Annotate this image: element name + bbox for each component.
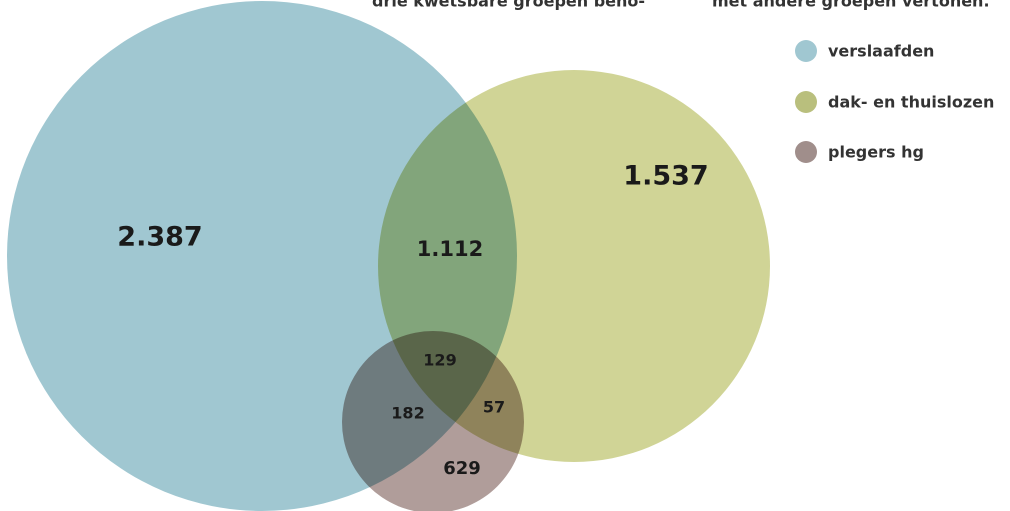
region-label: 1.537 bbox=[623, 161, 708, 192]
region-label: 629 bbox=[443, 458, 481, 479]
legend-label: dak- en thuislozen bbox=[828, 93, 994, 112]
region-label: 129 bbox=[423, 351, 456, 370]
legend-swatch bbox=[795, 141, 817, 163]
header-text: drie kwetsbare groepen beho- bbox=[372, 0, 645, 11]
legend-swatch bbox=[795, 40, 817, 62]
legend-swatch bbox=[795, 91, 817, 113]
region-label: 182 bbox=[391, 404, 424, 423]
legend-label: plegers hg bbox=[828, 143, 924, 162]
legend-label: verslaafden bbox=[828, 42, 934, 61]
region-label: 57 bbox=[483, 398, 505, 417]
circle-plegers bbox=[342, 331, 524, 511]
header-text: met andere groepen vertonen. bbox=[712, 0, 990, 11]
region-label: 2.387 bbox=[117, 222, 202, 253]
region-label: 1.112 bbox=[417, 237, 483, 261]
circles bbox=[7, 1, 770, 511]
